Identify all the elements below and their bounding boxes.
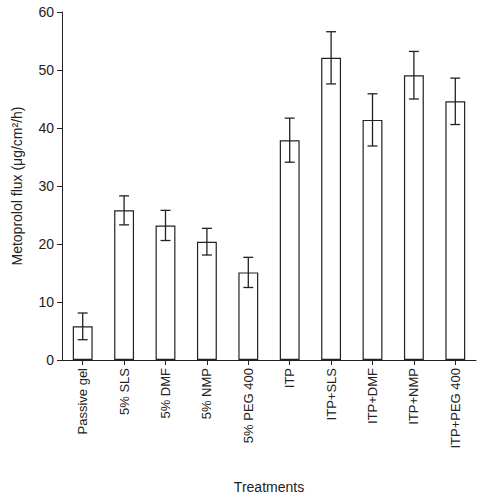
svg-text:5% SLS: 5% SLS xyxy=(117,368,132,415)
svg-text:5% PEG 400: 5% PEG 400 xyxy=(241,368,256,443)
svg-text:ITP: ITP xyxy=(282,368,297,388)
svg-text:ITP+SLS: ITP+SLS xyxy=(324,368,339,421)
svg-text:Passive gel: Passive gel xyxy=(75,368,90,435)
svg-text:0: 0 xyxy=(46,352,54,368)
svg-text:30: 30 xyxy=(38,178,54,194)
svg-text:ITP+DMF: ITP+DMF xyxy=(365,368,380,424)
svg-text:10: 10 xyxy=(38,294,54,310)
svg-text:50: 50 xyxy=(38,62,54,78)
svg-text:ITP+NMP: ITP+NMP xyxy=(406,368,421,425)
svg-text:60: 60 xyxy=(38,4,54,20)
svg-text:5% DMF: 5% DMF xyxy=(158,368,173,419)
svg-text:Metoprolol flux (μg/cm²/h): Metoprolol flux (μg/cm²/h) xyxy=(9,107,25,266)
svg-text:Treatments: Treatments xyxy=(234,479,304,495)
svg-text:20: 20 xyxy=(38,236,54,252)
svg-text:ITP+PEG 400: ITP+PEG 400 xyxy=(448,368,463,449)
svg-text:5% NMP: 5% NMP xyxy=(199,368,214,419)
svg-text:40: 40 xyxy=(38,120,54,136)
